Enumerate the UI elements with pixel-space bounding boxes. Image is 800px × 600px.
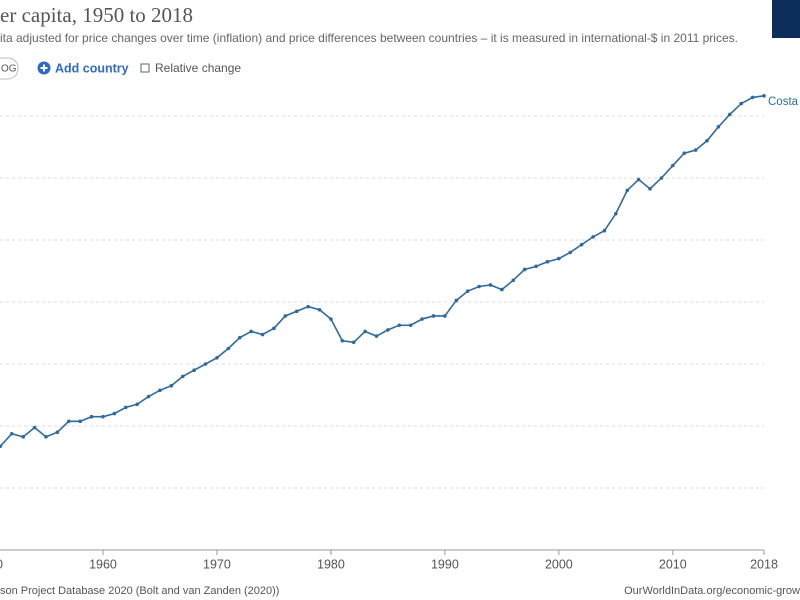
point [614,211,618,216]
point [169,383,174,388]
point [636,177,641,182]
chart-subtitle: ita adjusted for price changes over time… [0,31,738,45]
point [522,267,527,272]
point [101,414,105,419]
x-tick-label: 1990 [431,557,459,571]
checkbox[interactable] [140,63,150,73]
point [591,235,595,239]
point [557,256,561,261]
point [682,151,687,155]
x-tick-label: 1950 [0,557,3,571]
point [705,139,709,143]
line [0,95,765,448]
point [9,431,14,436]
point [500,287,504,292]
point [135,402,139,407]
point [648,187,652,191]
point [21,435,25,439]
point [534,264,538,269]
x-tick-label: 1980 [317,557,345,571]
point [55,430,60,435]
add-country[interactable]: Add country [55,61,129,75]
point [420,317,424,321]
url: OurWorldInData.org/economic-grow [624,585,800,597]
point [762,94,766,98]
point [329,317,333,321]
point [408,323,413,328]
point [397,323,402,328]
point [750,95,755,100]
point [351,340,356,345]
point [454,298,459,303]
add-plus [40,64,48,72]
point [203,362,208,366]
point [386,328,390,332]
point [545,259,550,264]
x-tick-label: 2018 [750,557,778,571]
point [716,125,721,129]
point [465,289,470,293]
x-tick-label: 2010 [659,557,687,571]
relative-change[interactable]: Relative change [155,61,241,75]
point [431,314,436,318]
point [44,435,48,439]
x-tick-label: 2000 [545,557,573,571]
log-button-label: OG [1,64,17,75]
point [89,414,94,419]
point [123,405,128,410]
point [579,242,584,247]
point [0,444,3,448]
point [568,250,573,255]
point [294,309,299,314]
point [146,394,151,399]
point [306,304,310,309]
point [283,314,288,318]
point [693,148,698,152]
source: son Project Database 2020 (Bolt and van … [0,585,279,597]
point [317,307,322,312]
point [237,335,242,340]
point [363,329,367,334]
point [739,101,744,106]
x-tick-label: 1960 [89,557,117,571]
point [340,338,345,343]
point [659,176,664,180]
point [192,368,196,373]
log-button[interactable] [0,57,19,80]
point [443,314,447,318]
point [249,329,253,334]
point [158,388,162,393]
point [671,163,675,168]
point [625,188,630,193]
point [260,332,265,337]
point [272,326,276,331]
chart-title: er capita, 1950 to 2018 [0,3,193,27]
point [728,112,732,117]
x-tick-label: 1970 [203,557,231,571]
series-label: Costa Rica [768,96,800,108]
point [488,283,493,287]
point [374,334,379,338]
logo [772,0,800,38]
point [602,228,607,233]
point [215,356,219,360]
point [78,419,82,424]
point [226,346,231,351]
point [477,284,481,289]
point [112,411,117,416]
point [66,419,71,424]
point [32,425,37,430]
point [180,374,185,379]
point [511,278,516,283]
